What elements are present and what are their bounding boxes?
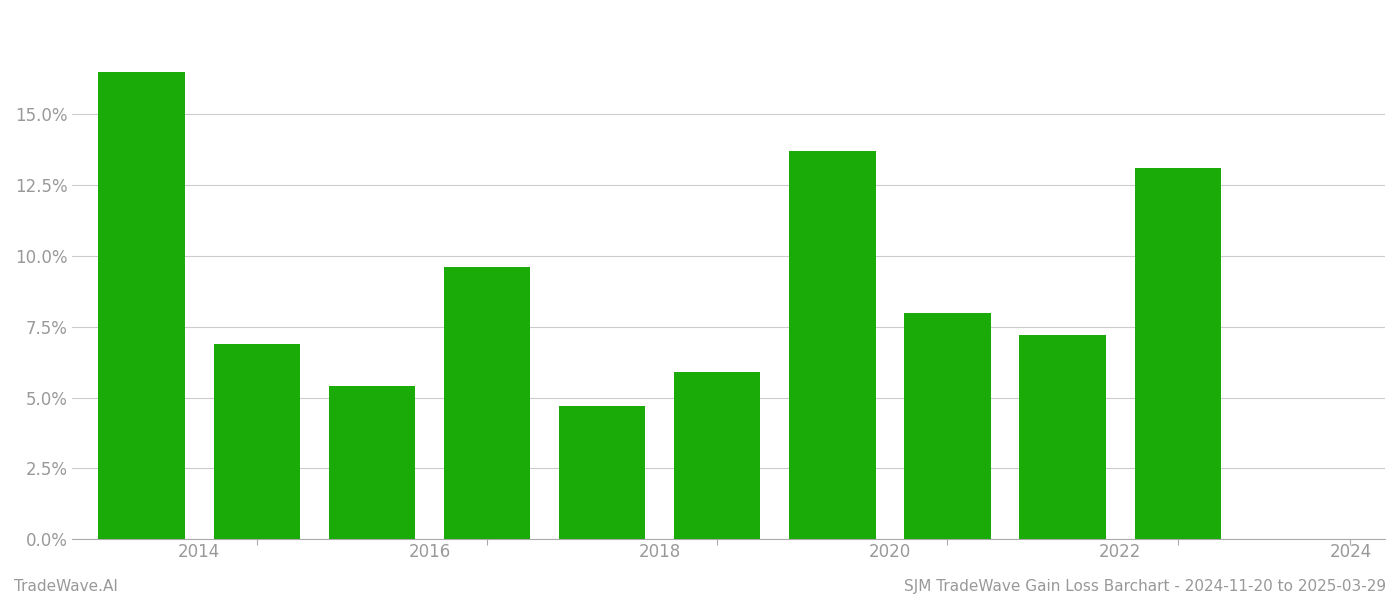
Bar xyxy=(790,151,875,539)
Text: TradeWave.AI: TradeWave.AI xyxy=(14,579,118,594)
Bar xyxy=(1134,168,1221,539)
Text: 2024: 2024 xyxy=(1330,544,1372,562)
Text: 2016: 2016 xyxy=(409,544,451,562)
Text: SJM TradeWave Gain Loss Barchart - 2024-11-20 to 2025-03-29: SJM TradeWave Gain Loss Barchart - 2024-… xyxy=(904,579,1386,594)
Bar xyxy=(214,344,300,539)
Bar xyxy=(1019,335,1106,539)
Bar xyxy=(559,406,645,539)
Bar xyxy=(904,313,991,539)
Text: 2014: 2014 xyxy=(178,544,220,562)
Text: 2022: 2022 xyxy=(1099,544,1141,562)
Bar xyxy=(673,372,760,539)
Bar xyxy=(98,71,185,539)
Text: 2020: 2020 xyxy=(869,544,911,562)
Bar xyxy=(444,267,531,539)
Bar xyxy=(329,386,414,539)
Text: 2018: 2018 xyxy=(638,544,680,562)
